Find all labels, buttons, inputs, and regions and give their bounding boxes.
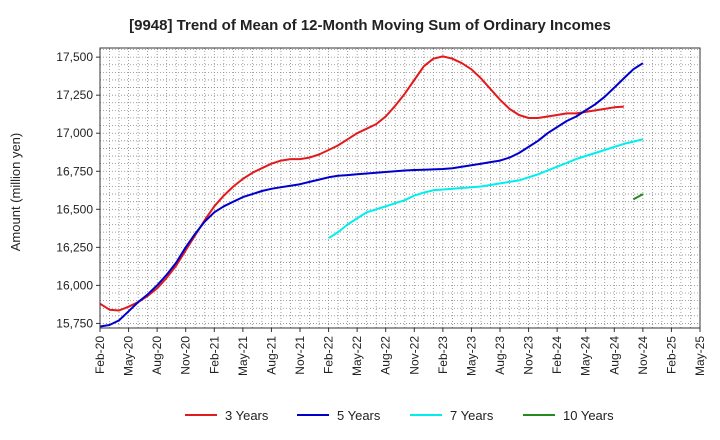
y-tick-label: 16,000	[56, 278, 93, 292]
x-tick-label: May-20	[122, 336, 136, 376]
x-tick-label: May-21	[236, 336, 250, 376]
y-tick-label: 17,250	[56, 88, 93, 102]
grid	[100, 48, 700, 328]
x-tick-label: Nov-21	[293, 336, 307, 375]
x-tick-label: Feb-21	[207, 336, 221, 374]
x-tick-label: Nov-20	[179, 336, 193, 375]
x-tick-label: Feb-24	[550, 336, 564, 374]
y-tick-label: 16,750	[56, 164, 93, 178]
series-line-10-years	[632, 193, 644, 201]
x-tick-label: Nov-22	[407, 336, 421, 375]
series-lines	[99, 55, 644, 328]
x-tick-label: May-25	[693, 336, 707, 376]
legend-label: 10 Years	[563, 408, 614, 423]
x-tick-label: May-23	[464, 336, 478, 376]
x-tick-label: Aug-22	[379, 336, 393, 375]
y-tick-label: 15,750	[56, 316, 93, 330]
y-tick-label: 16,250	[56, 240, 93, 254]
legend-label: 7 Years	[450, 408, 494, 423]
x-tick-label: Feb-22	[322, 336, 336, 374]
series-line-7-years	[328, 138, 644, 240]
y-axis-label: Amount (million yen)	[8, 133, 23, 252]
series-line-3-years	[99, 55, 624, 312]
y-tick-label: 17,000	[56, 126, 93, 140]
series-line-5-years	[99, 62, 644, 328]
y-axis-ticks: 15,750 16,000 16,250 16,500 16,750 17,000 17,2…	[56, 50, 100, 330]
x-tick-label: Nov-23	[522, 336, 536, 375]
chart-title: [9948] Trend of Mean of 12-Month Moving …	[129, 17, 611, 34]
plot-frame	[99, 47, 701, 329]
x-tick-label: Feb-25	[664, 336, 678, 374]
x-axis-ticks: Feb-20 May-20 Aug-20 Nov-20 Feb-21 May-21 Aug-…	[93, 328, 707, 376]
y-tick-label: 17,500	[56, 50, 93, 64]
x-tick-label: Aug-20	[150, 336, 164, 375]
y-tick-label: 16,500	[56, 202, 93, 216]
x-tick-label: Aug-24	[607, 336, 621, 375]
legend-label: 3 Years	[225, 408, 269, 423]
x-tick-label: Aug-23	[493, 336, 507, 375]
legend-label: 5 Years	[337, 408, 381, 423]
x-tick-label: May-24	[579, 336, 593, 376]
x-tick-label: May-22	[350, 336, 364, 376]
x-tick-label: Feb-23	[436, 336, 450, 374]
x-tick-label: Nov-24	[636, 336, 650, 375]
x-tick-label: Feb-20	[93, 336, 107, 374]
x-tick-label: Aug-21	[264, 336, 278, 375]
legend: 3 Years 5 Years 7 Years 10 Years	[185, 408, 614, 423]
